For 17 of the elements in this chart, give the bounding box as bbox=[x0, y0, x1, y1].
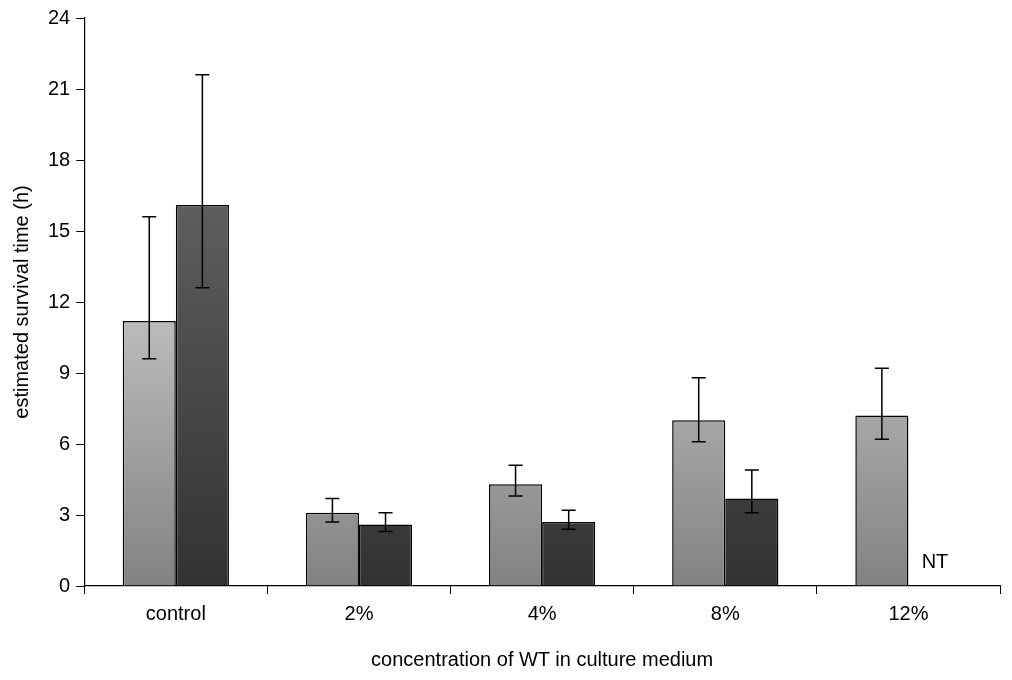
x-tick-label: control bbox=[145, 601, 206, 624]
y-tick-label: 3 bbox=[59, 502, 71, 525]
annotation: NT bbox=[921, 549, 949, 572]
y-tick-label: 12 bbox=[48, 289, 71, 312]
y-tick-label: 18 bbox=[48, 147, 71, 170]
y-tick-label: 21 bbox=[48, 76, 71, 99]
x-tick-label: 2% bbox=[344, 601, 374, 624]
y-tick-label: 9 bbox=[59, 360, 71, 383]
x-axis-title: concentration of WT in culture medium bbox=[371, 647, 714, 670]
y-tick-label: 15 bbox=[48, 218, 71, 241]
y-axis-title: estimated survival time (h) bbox=[9, 185, 32, 419]
x-tick-label: 4% bbox=[527, 601, 557, 624]
y-tick-label: 24 bbox=[48, 5, 71, 28]
x-tick-label: 8% bbox=[710, 601, 740, 624]
y-tick-label: 0 bbox=[59, 573, 71, 596]
x-tick-label: 12% bbox=[888, 601, 929, 624]
y-tick-label: 6 bbox=[59, 431, 71, 454]
